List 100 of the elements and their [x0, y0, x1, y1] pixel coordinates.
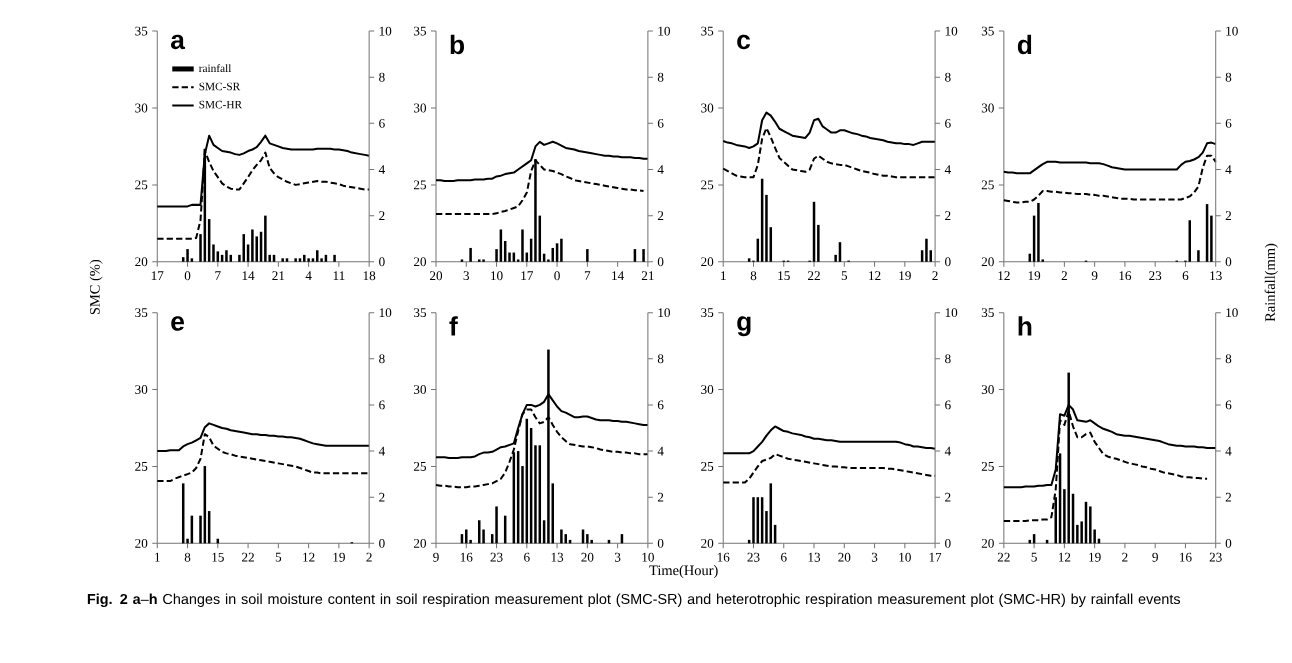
- x-tick-label: 3: [871, 552, 878, 562]
- y2-tick-label: 4: [657, 165, 664, 174]
- y2-tick-label: 6: [945, 400, 951, 410]
- bar: [1210, 215, 1213, 262]
- x-tick-label: 21: [272, 271, 285, 280]
- bar: [817, 224, 820, 262]
- y2-tick-label: 2: [945, 211, 951, 221]
- y-tick-label: 35: [135, 308, 148, 318]
- chart-title: e: [171, 316, 184, 331]
- y-tick-label: 30: [135, 385, 148, 395]
- bar: [264, 215, 267, 262]
- x-tick-label: 8: [184, 552, 191, 562]
- y2-tick-label: 10: [1226, 26, 1238, 36]
- x-tick-label: 16: [717, 552, 730, 562]
- x-tick-label: 22: [997, 552, 1010, 562]
- x-tick-label: 19: [333, 552, 345, 562]
- x-tick-label: 3: [614, 552, 621, 562]
- y-tick-label: 20: [701, 538, 714, 548]
- y2-tick-label: 2: [1225, 211, 1232, 221]
- y2-tick-label: 0: [379, 257, 385, 267]
- chart-title: c: [737, 34, 751, 50]
- y2-tick-label: 6: [945, 118, 951, 128]
- bar: [186, 249, 189, 262]
- y2-tick-label: 4: [378, 165, 385, 174]
- x-tick-label: 5: [1031, 552, 1037, 562]
- y2-tick-label: 8: [945, 72, 951, 82]
- x-tick-label: 2: [1122, 552, 1128, 562]
- bar: [586, 249, 589, 262]
- bar: [560, 238, 563, 262]
- chart-title: a: [171, 34, 186, 50]
- x-tick-label: 14: [242, 271, 255, 280]
- bar: [251, 229, 254, 262]
- x-tick-label: 13: [808, 552, 821, 562]
- legend-label: rainfall: [198, 64, 232, 73]
- y-tick-label: 25: [413, 462, 427, 471]
- bar: [212, 244, 215, 262]
- y-tick-label: 35: [981, 308, 994, 318]
- x-axis-title: Time(Hour): [649, 565, 718, 579]
- x-tick-label: 12: [303, 552, 315, 562]
- y2-tick-label: 6: [657, 118, 664, 128]
- y2-tick-label: 6: [1225, 118, 1232, 128]
- y2-tick-label: 4: [378, 446, 385, 456]
- x-tick-label: 4: [305, 271, 312, 280]
- x-tick-label: 9: [433, 552, 439, 562]
- bar: [564, 534, 567, 544]
- y-tick-label: 35: [135, 26, 148, 36]
- y2-tick-label: 8: [379, 354, 385, 364]
- y2-tick-label: 8: [379, 72, 385, 82]
- bar: [477, 520, 481, 544]
- y2-tick-label: 8: [657, 354, 664, 364]
- bar: [642, 249, 645, 262]
- x-tick-label: 8: [750, 271, 757, 281]
- y-tick-label: 20: [981, 257, 994, 267]
- y2-tick-label: 10: [945, 308, 958, 318]
- bar: [242, 234, 246, 262]
- x-tick-label: 21: [641, 271, 654, 280]
- bar: [294, 258, 297, 262]
- chart-title: g: [737, 316, 751, 337]
- bar: [1041, 259, 1045, 262]
- bar: [495, 506, 498, 544]
- y-tick-label: 20: [135, 257, 148, 267]
- y2-tick-label: 6: [657, 400, 664, 410]
- x-tick-label: 10: [642, 552, 654, 562]
- bar: [199, 515, 202, 544]
- y2-tick-label: 4: [1225, 165, 1232, 174]
- bar: [752, 497, 755, 544]
- y-tick-label: 25: [701, 462, 714, 471]
- x-tick-label: 12: [998, 271, 1010, 280]
- x-tick-label: 22: [242, 552, 254, 562]
- y2-tick-label: 10: [945, 26, 958, 36]
- bar: [495, 249, 498, 262]
- x-tick-label: 5: [275, 552, 282, 562]
- y2-tick-label: 0: [379, 538, 385, 548]
- y2-tick-label: 6: [379, 118, 385, 128]
- x-tick-label: 18: [363, 271, 376, 281]
- x-tick-label: 20: [429, 271, 443, 281]
- chart-title: d: [1017, 34, 1032, 55]
- x-tick-label: 7: [584, 271, 591, 280]
- x-tick-label: 1: [721, 271, 726, 280]
- y2-tick-label: 2: [1225, 492, 1232, 502]
- y-tick-label: 30: [414, 385, 427, 395]
- x-tick-label: 20: [581, 552, 594, 562]
- y-tick-label: 20: [413, 257, 427, 267]
- y-tick-label: 20: [135, 538, 148, 548]
- y2-tick-label: 8: [1225, 72, 1232, 82]
- x-tick-label: 9: [1152, 552, 1158, 562]
- bar: [460, 259, 464, 262]
- x-tick-label: 6: [524, 552, 530, 562]
- bar: [925, 238, 928, 262]
- y2-tick-label: 2: [379, 492, 385, 502]
- y2-tick-label: 8: [945, 354, 951, 364]
- x-tick-label: 12: [869, 271, 881, 280]
- chart-title: b: [450, 34, 464, 55]
- x-tick-label: 10: [899, 552, 911, 562]
- bar: [521, 466, 524, 544]
- y2-tick-label: 0: [1225, 257, 1232, 267]
- x-tick-label: 23: [1209, 552, 1222, 562]
- x-tick-label: 15: [212, 552, 224, 562]
- bar: [303, 254, 306, 262]
- x-tick-label: 9: [1091, 271, 1098, 281]
